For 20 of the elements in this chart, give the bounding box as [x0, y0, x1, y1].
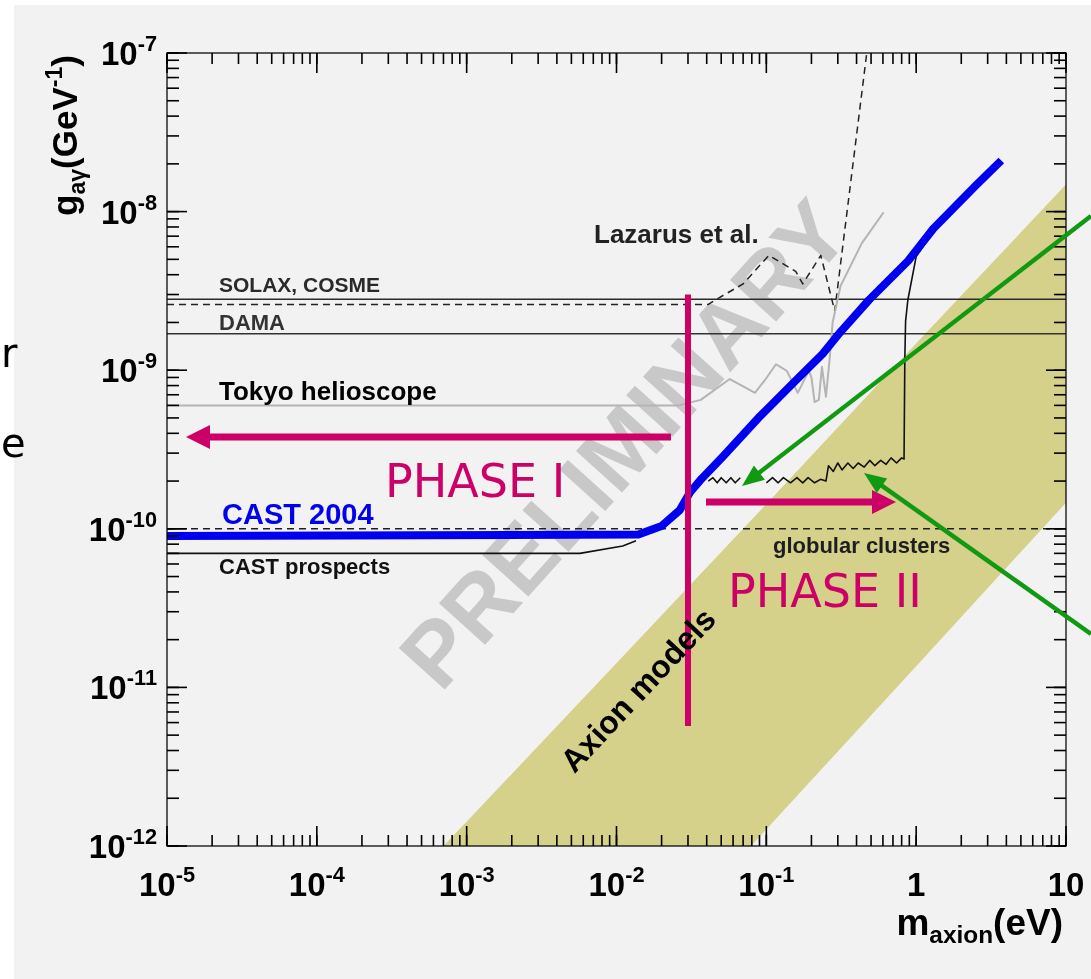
x-tick-label: 10$^{-2}$: [588, 862, 645, 903]
x-tick-label: 10: [1047, 866, 1085, 903]
x-tick-label: 10$^{-4}$: [288, 862, 345, 903]
series-label: SOLAX, COSME: [219, 273, 381, 296]
y-tick-label: 10$^{-7}$: [100, 31, 157, 72]
text: e: [1, 420, 26, 466]
series-label: CAST prospects: [219, 554, 391, 579]
y-tick-label: 10$^{-9}$: [100, 348, 157, 390]
series-label: CAST 2004: [222, 498, 374, 530]
x-tick-label: 10$^{-5}$: [138, 862, 196, 903]
y-tick-label: 10$^{-10}$: [88, 506, 157, 548]
series-label: DAMA: [219, 310, 286, 335]
y-tick-label: 10$^{-12}$: [88, 824, 157, 865]
y-tick-label: 10$^{-8}$: [100, 189, 157, 231]
x-tick-label: 1: [906, 866, 926, 903]
y-tick-label: 10$^{-11}$: [90, 665, 157, 707]
x-axis-title: m$_{axion}$(eV): [896, 902, 1063, 949]
x-tick-label: 10$^{-1}$: [738, 862, 795, 903]
x-tick-label: 10$^{-3}$: [438, 862, 495, 903]
text: r: [1, 330, 18, 376]
